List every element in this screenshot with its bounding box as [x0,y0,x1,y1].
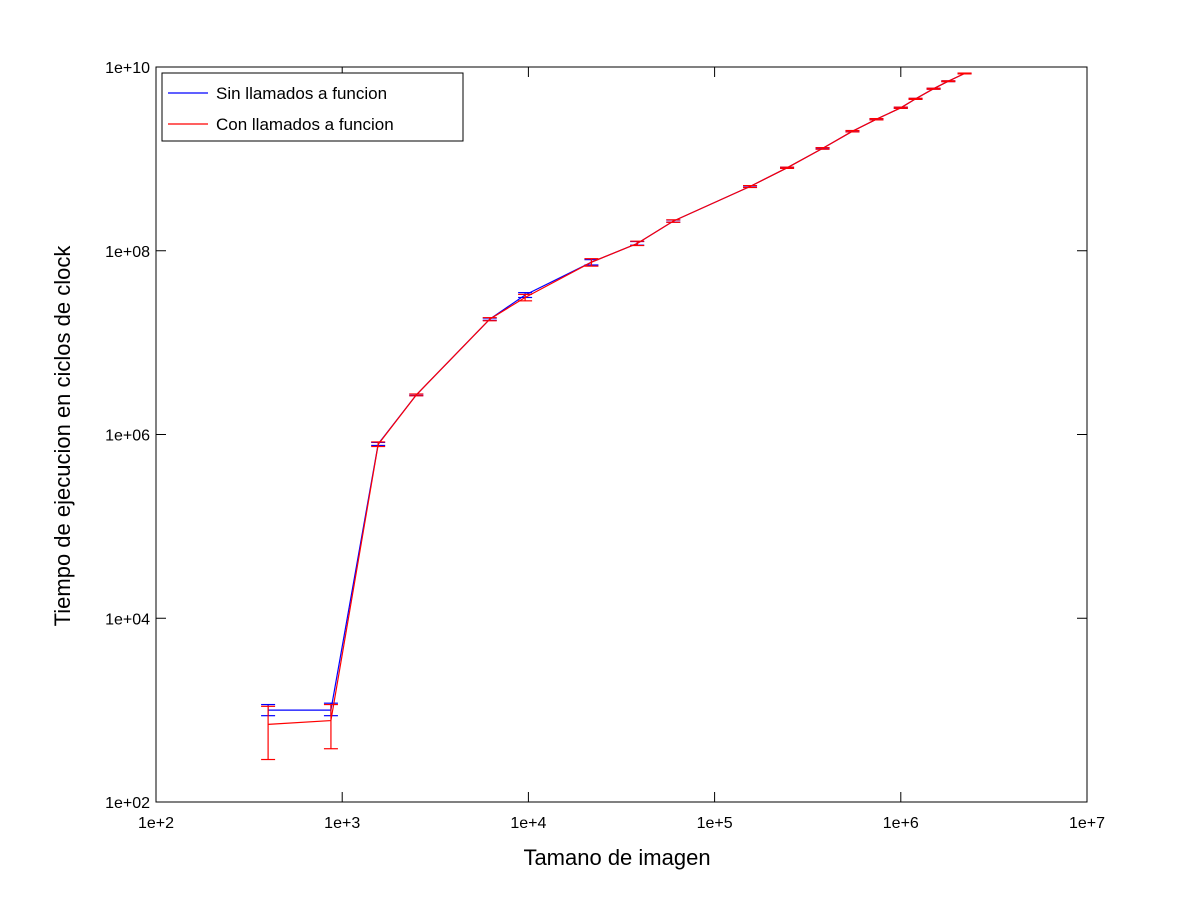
legend: Sin llamados a funcion Con llamados a fu… [161,72,464,142]
series-1 [261,72,972,761]
data-point [914,98,917,100]
x-tick-label: 1e+2 [138,815,174,832]
x-axis-label: Tamano de imagen [523,845,710,870]
data-point [786,167,788,169]
legend-label-con-llamados: Con llamados a funcion [216,115,394,134]
data-point [749,185,751,188]
legend-label-sin-llamados: Sin llamados a funcion [216,84,387,103]
data-point [267,723,269,725]
x-tick-label: 1e+4 [510,815,546,832]
plot-area [155,66,1088,803]
y-tick-label: 1e+10 [105,60,150,77]
data-point [377,443,379,446]
legend-box [161,72,464,142]
x-tick-label: 1e+6 [883,815,919,832]
data-point [524,296,526,299]
data-point [636,242,638,245]
x-axis: 1e+2 1e+3 1e+4 1e+5 1e+6 1e+7 [138,67,1105,832]
x-tick-label: 1e+5 [697,815,733,832]
x-tick-label: 1e+7 [1069,815,1105,832]
data-point [330,719,332,722]
data-point [590,261,593,263]
data-point [875,118,878,120]
data-point [821,147,824,150]
data-point [947,80,949,82]
x-tick-label: 1e+3 [324,815,360,832]
data-point [900,107,902,109]
y-tick-label: 1e+04 [105,611,150,628]
series-layer [261,72,972,761]
y-tick-label: 1e+02 [105,795,150,812]
data-point [851,130,854,132]
y-axis-label: Tiempo de ejecucion en ciclos de clock [50,245,75,627]
y-tick-label: 1e+06 [105,428,150,445]
data-point [672,220,674,222]
data-point [489,318,491,320]
y-tick-label: 1e+08 [105,244,150,261]
y-axis: 1e+02 1e+04 1e+06 1e+08 1e+10 [105,60,1087,812]
data-point [415,394,417,396]
data-point [932,88,935,90]
data-point [963,72,966,75]
